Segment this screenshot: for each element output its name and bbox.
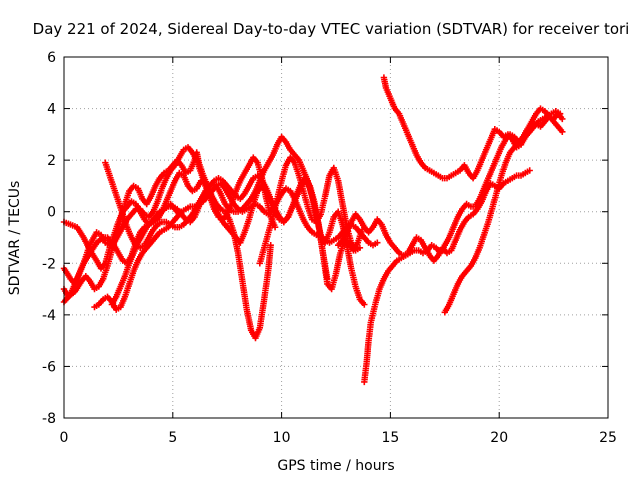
data-marks xyxy=(60,74,566,386)
plot-frame xyxy=(63,56,609,419)
series-arc-9 xyxy=(256,154,364,267)
y-axis-label: SDTVAR / TECUs xyxy=(7,181,23,296)
x-tick-label: 0 xyxy=(60,430,69,446)
chart-title: Day 221 of 2024, Sidereal Day-to-day VTE… xyxy=(33,20,630,38)
data-point-markers xyxy=(361,113,566,386)
axis-ticks: 0 5 10 15 20 25 -8 -6 -4 -2 0 2 4 6 xyxy=(42,50,617,446)
y-tick-label: 0 xyxy=(47,205,56,221)
y-tick-label: 2 xyxy=(47,153,56,169)
series-arc-13 xyxy=(441,105,566,316)
y-tick-label: -4 xyxy=(42,308,56,324)
series-arc-12 xyxy=(380,74,564,182)
x-axis-label: GPS time / hours xyxy=(277,458,394,474)
y-tick-label: -2 xyxy=(42,256,56,272)
x-tick-label: 10 xyxy=(273,430,291,446)
data-point-markers xyxy=(441,105,566,316)
y-tick-label: 4 xyxy=(47,102,56,118)
y-tick-label: -8 xyxy=(42,411,56,427)
data-point-markers xyxy=(380,74,564,182)
data-point-markers xyxy=(256,154,364,267)
series-arc-11 xyxy=(361,113,566,386)
x-tick-label: 15 xyxy=(381,430,399,446)
x-tick-label: 5 xyxy=(168,430,177,446)
x-tick-label: 25 xyxy=(599,430,617,446)
y-tick-label: 6 xyxy=(47,50,56,66)
y-tick-label: -6 xyxy=(42,359,56,375)
x-tick-label: 20 xyxy=(490,430,508,446)
